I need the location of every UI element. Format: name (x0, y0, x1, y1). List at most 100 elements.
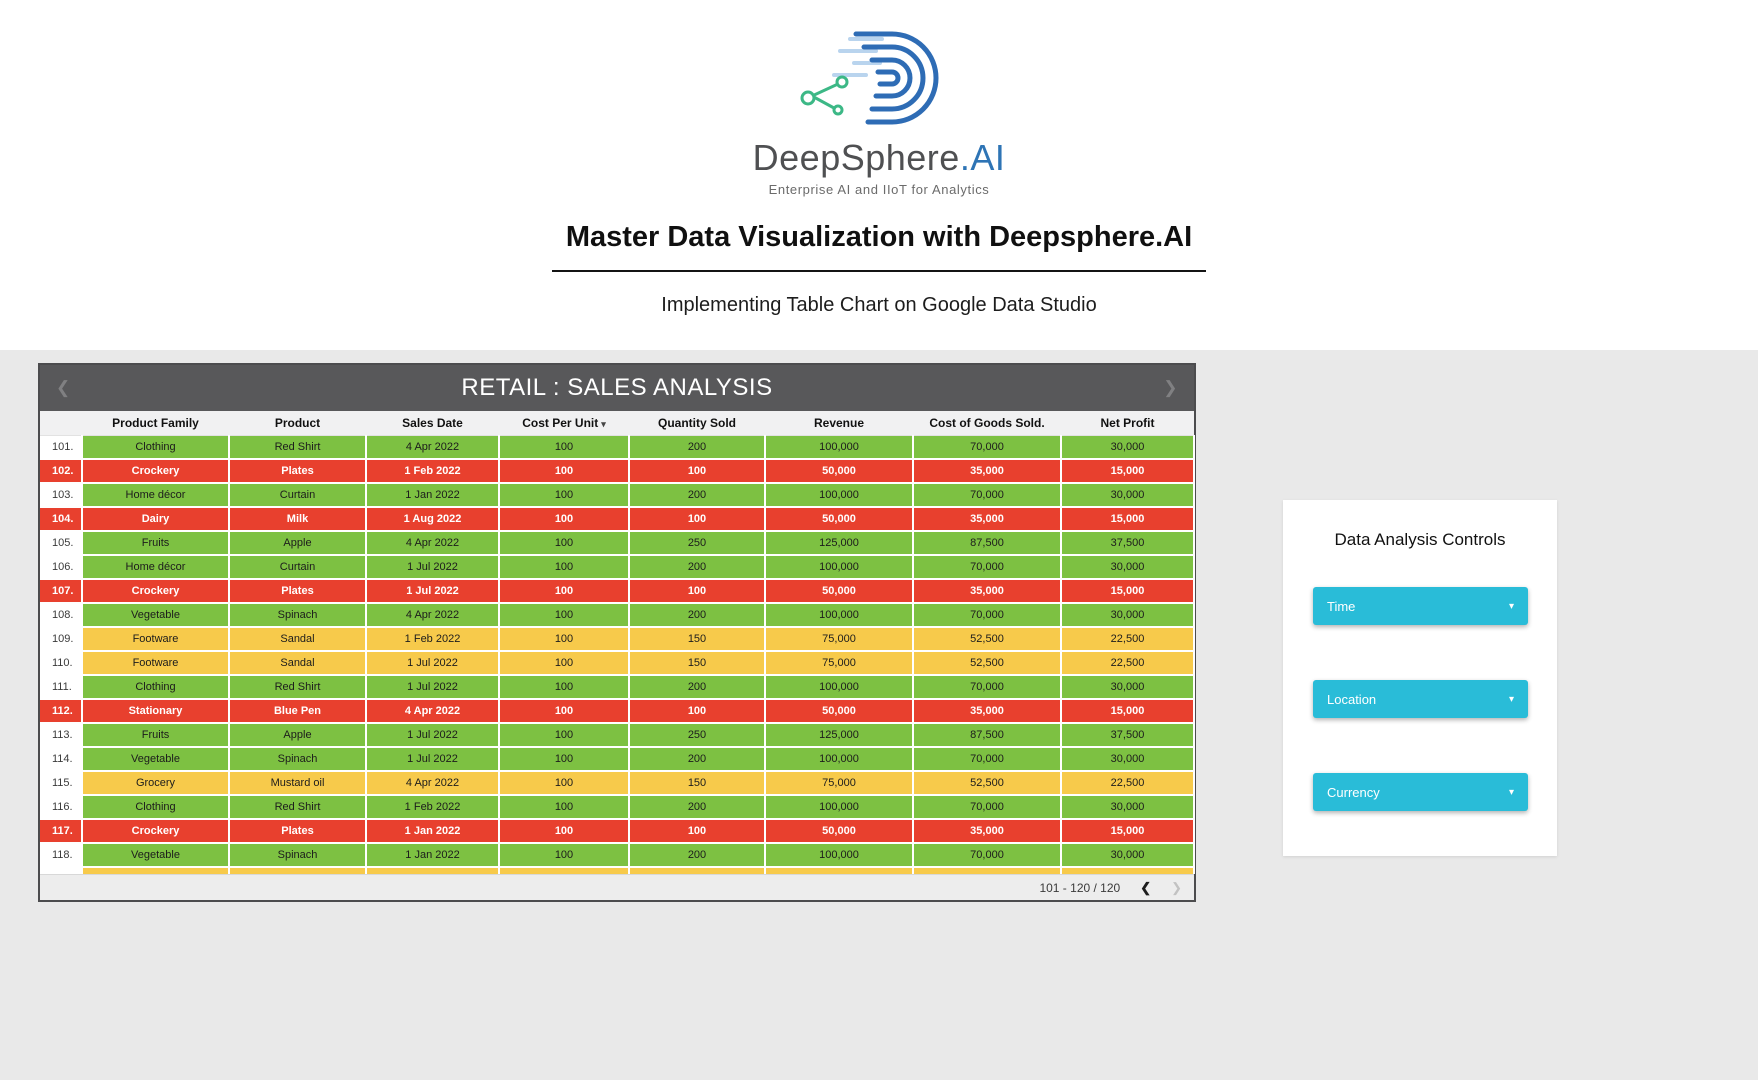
data-cell-family: Stationary (82, 699, 230, 724)
table-row: 106. Home décor Curtain 1 Jul 2022 100 200 100… (40, 555, 1195, 580)
column-header-product-family[interactable]: Product Family (82, 411, 229, 436)
data-cell-profit: 22,500 (1061, 771, 1195, 796)
table-row: 112. Stationary Blue Pen 4 Apr 2022 100 100 50… (40, 699, 1195, 724)
sales-analysis-table-card: ❮ RETAIL : SALES ANALYSIS ❯ Product Fami… (38, 363, 1196, 902)
pagination-label: 101 - 120 / 120 (1039, 880, 1121, 895)
column-header-cost-per-unit[interactable]: Cost Per Unit ▾ (499, 411, 629, 436)
row-number-cell: 107. (40, 579, 83, 604)
data-cell-product: Spinach (229, 603, 367, 628)
filter-button-location[interactable]: Location ▾ (1313, 680, 1528, 718)
data-cell-cogs: 35,000 (913, 459, 1062, 484)
column-header-revenue[interactable]: Revenue (765, 411, 913, 436)
data-cell-qty: 100 (629, 819, 766, 844)
data-cell-cogs: 70,000 (913, 675, 1062, 700)
row-number-cell: 117. (40, 819, 83, 844)
filter-button-label: Time (1327, 598, 1356, 614)
data-cell-profit: 30,000 (1061, 747, 1195, 772)
data-cell-cogs: 35,000 (913, 507, 1062, 532)
table-row: 115. Grocery Mustard oil 4 Apr 2022 100 150 75… (40, 771, 1195, 796)
data-cell-date: 4 Apr 2022 (366, 699, 500, 724)
table-title: RETAIL : SALES ANALYSIS (461, 374, 773, 401)
data-cell-family: Clothing (82, 675, 230, 700)
column-header-cost-of-goods-sold[interactable]: Cost of Goods Sold. (913, 411, 1061, 436)
data-cell-revenue: 50,000 (765, 699, 914, 724)
data-cell-cogs: 52,500 (913, 771, 1062, 796)
data-cell-cogs: 70,000 (913, 555, 1062, 580)
row-number-cell: 104. (40, 507, 83, 532)
data-cell-product: Mustard oil (229, 771, 367, 796)
data-cell-revenue: 50,000 (765, 819, 914, 844)
data-cell-profit: 30,000 (1061, 483, 1195, 508)
sales-table: Product Family Product Sales Date Cost Per … (40, 411, 1195, 874)
data-cell-cogs: 70,000 (913, 843, 1062, 868)
column-header-quantity-sold[interactable]: Quantity Sold (629, 411, 765, 436)
data-cell-cost: 100 (499, 555, 630, 580)
column-header-product[interactable]: Product (229, 411, 366, 436)
data-cell-cost: 100 (499, 795, 630, 820)
table-row: 107. Crockery Plates 1 Jul 2022 100 100 50,000… (40, 579, 1195, 604)
data-cell-revenue: 125,000 (765, 723, 914, 748)
data-cell-qty: 150 (629, 627, 766, 652)
data-cell-cost: 100 (499, 723, 630, 748)
data-cell-cogs: 70,000 (913, 603, 1062, 628)
data-cell-family: Crockery (82, 459, 230, 484)
data-cell-profit: 30,000 (1061, 435, 1195, 460)
data-cell-qty: 200 (629, 555, 766, 580)
data-cell-cogs: 70,000 (913, 483, 1062, 508)
data-cell-cost: 100 (499, 435, 630, 460)
data-cell-profit: 22,500 (1061, 627, 1195, 652)
chevron-left-icon[interactable]: ❮ (56, 378, 71, 397)
data-cell-revenue: 75,000 (765, 651, 914, 676)
table-row: 118. Vegetable Spinach 1 Jan 2022 100 200 100,… (40, 843, 1195, 868)
column-header-sales-date[interactable]: Sales Date (366, 411, 499, 436)
data-cell-date: 1 Aug 2022 (366, 507, 500, 532)
data-cell-cogs: 70,000 (913, 795, 1062, 820)
filter-button-time[interactable]: Time ▾ (1313, 587, 1528, 625)
data-cell-product: Plates (229, 579, 367, 604)
row-number-cell: 114. (40, 747, 83, 772)
data-cell-product: Curtain (229, 555, 367, 580)
data-cell-revenue: 100,000 (765, 843, 914, 868)
data-cell-product: Sandal (229, 627, 367, 652)
data-cell-qty: 200 (629, 603, 766, 628)
data-cell-date: 1 Jul 2022 (366, 723, 500, 748)
data-cell-revenue: 100,000 (765, 483, 914, 508)
data-cell-qty: 200 (629, 435, 766, 460)
data-cell-product: Plates (229, 459, 367, 484)
data-cell-profit: 37,500 (1061, 723, 1195, 748)
row-number-cell: 116. (40, 795, 83, 820)
data-cell-product: Apple (229, 723, 367, 748)
data-cell-profit: 15,000 (1061, 819, 1195, 844)
prev-page-icon[interactable]: ❮ (1140, 880, 1152, 895)
data-cell-profit: 15,000 (1061, 459, 1195, 484)
data-cell-profit: 30,000 (1061, 675, 1195, 700)
chevron-right-icon[interactable]: ❯ (1163, 378, 1178, 397)
data-cell-cost: 100 (499, 507, 630, 532)
data-cell-family: Home décor (82, 483, 230, 508)
row-number-cell: 103. (40, 483, 83, 508)
column-header-net-profit[interactable]: Net Profit (1061, 411, 1194, 436)
table-row: 109. Footware Sandal 1 Feb 2022 100 150 75,000… (40, 627, 1195, 652)
data-cell-cost: 100 (499, 819, 630, 844)
data-cell-date: 1 Jul 2022 (366, 651, 500, 676)
filter-button-currency[interactable]: Currency ▾ (1313, 773, 1528, 811)
data-cell-product: Curtain (229, 483, 367, 508)
data-cell-date: 4 Apr 2022 (366, 771, 500, 796)
data-cell-family: Home décor (82, 555, 230, 580)
table-row: 104. Dairy Milk 1 Aug 2022 100 100 50,000 35,00… (40, 507, 1195, 532)
row-number-cell: 106. (40, 555, 83, 580)
data-cell-date: 1 Jul 2022 (366, 555, 500, 580)
row-number-cell: 112. (40, 699, 83, 724)
data-cell-cost: 100 (499, 531, 630, 556)
data-cell-revenue: 100,000 (765, 675, 914, 700)
dashboard-area: ❮ RETAIL : SALES ANALYSIS ❯ Product Fami… (0, 350, 1758, 1080)
row-number-cell: 109. (40, 627, 83, 652)
data-cell-profit: 37,500 (1061, 531, 1195, 556)
data-cell-profit: 30,000 (1061, 795, 1195, 820)
data-cell-cogs: 70,000 (913, 747, 1062, 772)
next-page-icon[interactable]: ❯ (1171, 880, 1182, 895)
table-header-row: Product Family Product Sales Date Cost Per … (40, 411, 1194, 436)
data-cell-product: Milk (229, 507, 367, 532)
data-cell-revenue: 100,000 (765, 435, 914, 460)
data-cell-cost: 100 (499, 771, 630, 796)
